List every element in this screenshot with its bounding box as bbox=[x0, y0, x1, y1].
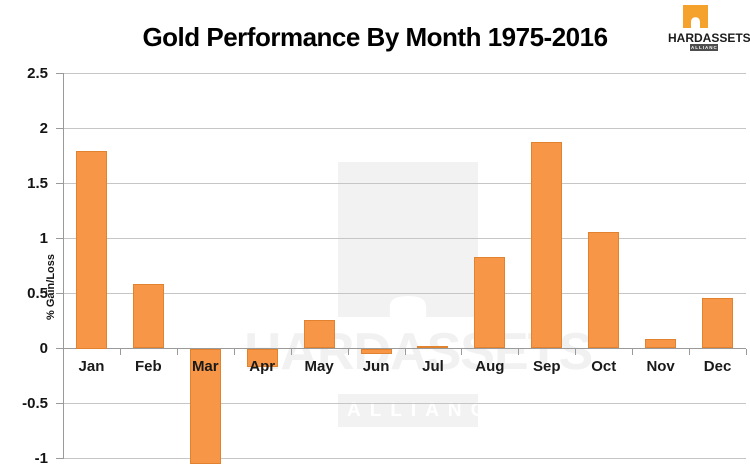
y-axis-line bbox=[63, 73, 64, 459]
bar-Sep bbox=[531, 141, 563, 349]
x-tick-label-Feb: Feb bbox=[135, 358, 162, 375]
x-tick-label-Aug: Aug bbox=[475, 358, 505, 375]
category-tick bbox=[746, 348, 747, 355]
x-tick-label-Nov: Nov bbox=[646, 358, 675, 375]
y-tick-label: 0 bbox=[39, 339, 48, 357]
bar-Dec bbox=[702, 297, 734, 349]
watermark-alliance-badge: ALLIANCE bbox=[338, 394, 506, 427]
y-tick-label: -0.5 bbox=[22, 394, 48, 412]
y-tick-label: -1 bbox=[34, 449, 48, 467]
logo-alliance-badge: ALLIANCE bbox=[690, 44, 722, 51]
x-tick-label-Jul: Jul bbox=[422, 358, 444, 375]
bar-Jun bbox=[360, 348, 392, 354]
category-tick bbox=[119, 348, 121, 355]
gridline--1 bbox=[63, 458, 746, 459]
bar-Apr bbox=[246, 348, 278, 368]
category-tick bbox=[632, 348, 634, 355]
category-tick bbox=[575, 348, 577, 355]
x-tick-label-Oct: Oct bbox=[591, 358, 617, 375]
hard-assets-alliance-logo: HARDASSETS ALLIANCE bbox=[668, 0, 750, 75]
category-tick bbox=[63, 348, 64, 355]
category-tick bbox=[518, 348, 520, 355]
gridline-2 bbox=[63, 128, 746, 129]
y-tick-1 bbox=[56, 238, 63, 239]
x-tick-label-Apr: Apr bbox=[249, 358, 276, 375]
y-tick-1.5 bbox=[56, 183, 63, 184]
category-tick bbox=[176, 348, 178, 355]
category-tick bbox=[347, 348, 349, 355]
logo-brand-text: HARDASSETS bbox=[668, 31, 750, 45]
y-tick-label: 2 bbox=[39, 119, 48, 137]
gridline-1 bbox=[63, 238, 746, 239]
category-tick bbox=[233, 348, 235, 355]
y-tick--0.5 bbox=[56, 403, 63, 404]
y-tick-label: 0.5 bbox=[27, 284, 48, 302]
category-tick bbox=[404, 348, 406, 355]
bar-May bbox=[303, 319, 335, 349]
x-tick-label-Dec: Dec bbox=[703, 358, 732, 375]
y-tick-label: 1 bbox=[39, 229, 48, 247]
bar-Feb bbox=[132, 283, 164, 349]
gridline--0.5 bbox=[63, 403, 746, 404]
category-tick bbox=[461, 348, 463, 355]
y-tick-label: 2.5 bbox=[27, 64, 48, 82]
vault-arch-icon bbox=[683, 5, 708, 28]
x-tick-label-Mar: Mar bbox=[191, 358, 219, 375]
bar-Jan bbox=[75, 150, 107, 349]
x-tick-label-Sep: Sep bbox=[533, 358, 561, 375]
bar-Nov bbox=[645, 338, 677, 349]
gridline-1.5 bbox=[63, 183, 746, 184]
x-tick-label-Jun: Jun bbox=[362, 358, 390, 375]
y-tick-0 bbox=[56, 348, 63, 349]
watermark-vault-arch-icon bbox=[338, 162, 478, 317]
category-tick bbox=[290, 348, 292, 355]
gridline-0.5 bbox=[63, 293, 746, 294]
x-tick-label-May: May bbox=[304, 358, 334, 375]
y-tick-0.5 bbox=[56, 293, 63, 294]
x-tick-label-Jan: Jan bbox=[78, 358, 105, 375]
bar-Aug bbox=[474, 257, 506, 349]
y-tick-2.5 bbox=[56, 73, 63, 74]
bar-Oct bbox=[588, 231, 620, 349]
bar-Mar bbox=[189, 348, 221, 464]
y-tick-label: 1.5 bbox=[27, 174, 48, 192]
y-tick-2 bbox=[56, 128, 63, 129]
y-tick--1 bbox=[56, 458, 63, 459]
chart-title: Gold Performance By Month 1975-2016 bbox=[142, 22, 608, 52]
category-tick bbox=[689, 348, 691, 355]
gridline-2.5 bbox=[63, 73, 746, 74]
bar-Jul bbox=[417, 346, 449, 349]
